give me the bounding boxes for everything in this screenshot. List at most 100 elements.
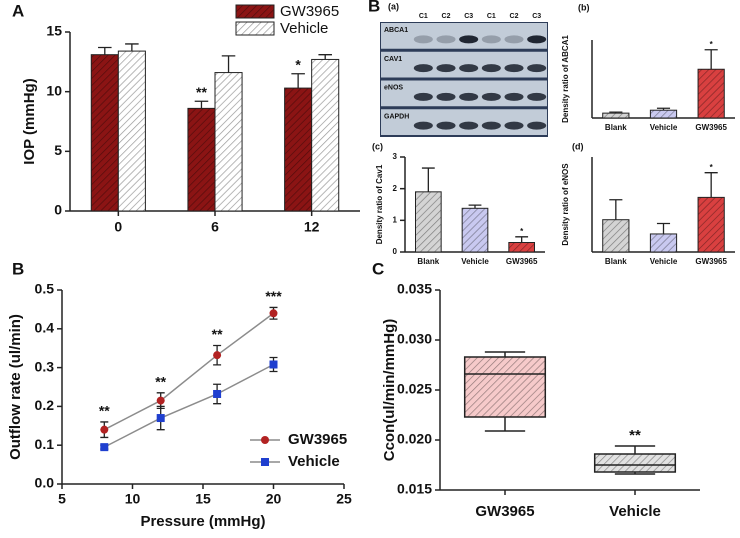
bar xyxy=(214,72,243,212)
blot-lane-label: C3 xyxy=(532,13,541,20)
blot-band xyxy=(504,64,524,73)
marker xyxy=(213,389,222,398)
blot-strip xyxy=(381,109,547,135)
marker xyxy=(261,458,269,466)
y-axis-label: Ccon(ul/min/mmHg) xyxy=(381,319,398,462)
blot-band xyxy=(459,92,479,101)
legend-label: GW3965 xyxy=(288,431,347,448)
bar xyxy=(311,58,340,212)
error-bar xyxy=(609,199,623,220)
error-bar xyxy=(515,236,529,243)
blot-band xyxy=(436,64,456,73)
legend-swatch xyxy=(235,21,275,36)
blot-lane-label: C2 xyxy=(442,13,451,20)
bar xyxy=(117,50,146,212)
error-bar xyxy=(609,111,623,114)
y-axis-label: Density ratio of ABCA1 xyxy=(561,35,570,123)
bar xyxy=(508,242,536,253)
error-bar xyxy=(704,49,718,70)
line xyxy=(103,312,274,431)
y-tick-label: 0.0 xyxy=(35,475,55,491)
blot-band xyxy=(459,35,479,44)
significance-label: ** xyxy=(99,403,110,419)
significance-label: *** xyxy=(265,288,282,304)
marker xyxy=(213,351,222,360)
y-tick-label: 0.030 xyxy=(397,331,432,347)
x-tick-label: Vehicle xyxy=(461,257,489,266)
y-tick-label: 0.2 xyxy=(35,397,55,413)
bar xyxy=(649,233,678,253)
blot-lane-label: C2 xyxy=(510,13,519,20)
blot-band xyxy=(504,92,524,101)
upper-whisker xyxy=(484,351,526,357)
panel-label: A xyxy=(12,1,24,20)
blot-band xyxy=(527,64,547,73)
significance-label: * xyxy=(710,40,714,49)
x-tick-label: 20 xyxy=(266,491,282,507)
marker xyxy=(269,309,278,318)
x-tick-label: GW3965 xyxy=(695,257,727,266)
x-tick-label: 6 xyxy=(211,219,219,235)
y-tick-label: 5 xyxy=(54,142,62,158)
x-tick-label: Blank xyxy=(605,123,627,132)
blot-strip xyxy=(381,51,547,78)
box xyxy=(593,453,677,473)
legend-label: GW3965 xyxy=(280,3,339,20)
blot-band xyxy=(481,64,501,73)
blot-lane-label: C1 xyxy=(487,13,496,20)
y-tick-label: 0.5 xyxy=(35,281,55,297)
bar xyxy=(90,54,119,212)
blot-band xyxy=(527,92,547,101)
panel-label: B xyxy=(12,259,24,278)
blot-band xyxy=(481,121,501,130)
blot-band xyxy=(413,121,433,130)
significance-label: ** xyxy=(212,326,223,342)
blot-band xyxy=(413,35,433,44)
significance-label: * xyxy=(295,56,301,72)
blot-row-label: ABCA1 xyxy=(384,27,408,34)
blot-band xyxy=(436,35,456,44)
y-tick-label: 3 xyxy=(393,152,398,161)
blot-band xyxy=(504,121,524,130)
error-bar xyxy=(221,55,236,73)
bar xyxy=(187,107,216,212)
x-tick-label: Vehicle xyxy=(609,503,661,520)
upper-whisker xyxy=(614,445,656,454)
blot-band xyxy=(481,92,501,101)
y-tick-label: 0.020 xyxy=(397,431,432,447)
blot-band xyxy=(436,92,456,101)
y-tick-label: 10 xyxy=(46,82,62,98)
y-tick-label: 0.035 xyxy=(397,281,432,297)
blot-row-label: GAPDH xyxy=(384,113,409,120)
y-tick-label: 0 xyxy=(54,202,62,218)
x-tick-label: GW3965 xyxy=(475,503,534,520)
marker xyxy=(261,436,269,444)
blot-row-label: CAV1 xyxy=(384,56,402,63)
x-tick-label: Vehicle xyxy=(650,123,678,132)
x-tick-label: 10 xyxy=(125,491,141,507)
significance-label: ** xyxy=(629,427,641,444)
error-bar xyxy=(98,46,112,55)
bar xyxy=(602,219,630,253)
y-axis-label: Outflow rate (ul/min) xyxy=(7,314,24,460)
legend-label: Vehicle xyxy=(288,453,340,470)
x-tick-label: 15 xyxy=(195,491,211,507)
y-tick-label: 0.025 xyxy=(397,381,432,397)
significance-label: * xyxy=(710,163,714,172)
panel-label: C xyxy=(372,259,384,278)
legend-label: Vehicle xyxy=(280,20,328,37)
marker xyxy=(156,414,165,423)
significance-label: ** xyxy=(155,374,166,390)
marker xyxy=(156,396,165,405)
x-tick-label: Blank xyxy=(417,257,439,266)
bar xyxy=(415,191,442,253)
x-tick-label: 5 xyxy=(58,491,66,507)
bar xyxy=(461,207,489,253)
blot-band xyxy=(527,35,547,44)
marker xyxy=(100,443,109,452)
bar xyxy=(602,112,630,119)
marker xyxy=(100,425,109,434)
x-tick-label: 0 xyxy=(114,219,122,235)
